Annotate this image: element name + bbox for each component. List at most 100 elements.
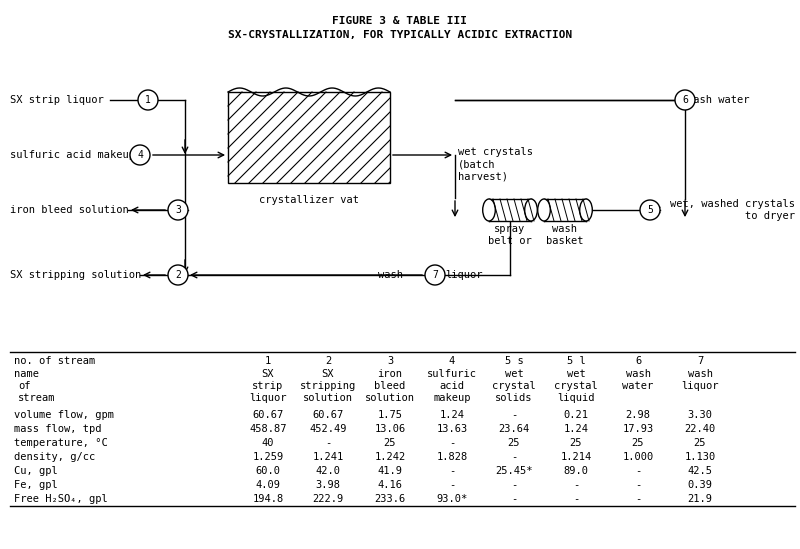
Text: solids: solids <box>495 393 533 403</box>
Text: 4.16: 4.16 <box>378 480 402 490</box>
Text: wash: wash <box>687 369 713 379</box>
Text: 3: 3 <box>387 356 393 366</box>
Text: wet: wet <box>566 369 586 379</box>
Text: 93.0*: 93.0* <box>436 494 468 504</box>
Circle shape <box>168 265 188 285</box>
Text: 458.87: 458.87 <box>250 424 286 434</box>
Text: -: - <box>573 494 579 504</box>
Circle shape <box>138 90 158 110</box>
Text: 25: 25 <box>384 438 396 448</box>
Text: 7: 7 <box>697 356 703 366</box>
Text: 25.45*: 25.45* <box>495 466 533 476</box>
Text: 60.0: 60.0 <box>255 466 281 476</box>
Text: SX strip liquor: SX strip liquor <box>10 95 104 105</box>
Text: 60.67: 60.67 <box>312 410 344 420</box>
Text: 5 l: 5 l <box>566 356 586 366</box>
Text: density, g/cc: density, g/cc <box>14 452 95 462</box>
Text: liquor: liquor <box>445 270 482 280</box>
Text: liquor: liquor <box>682 381 718 391</box>
Text: -: - <box>511 494 517 504</box>
Text: 89.0: 89.0 <box>563 466 589 476</box>
Text: iron: iron <box>378 369 402 379</box>
Text: -: - <box>635 494 641 504</box>
Text: crystal: crystal <box>492 381 536 391</box>
Text: 5 s: 5 s <box>505 356 523 366</box>
Text: 13.63: 13.63 <box>436 424 468 434</box>
Text: 23.64: 23.64 <box>498 424 530 434</box>
Text: -: - <box>635 480 641 490</box>
Text: spray
belt or: spray belt or <box>488 224 532 247</box>
Text: 40: 40 <box>262 438 274 448</box>
Text: -: - <box>511 410 517 420</box>
Text: 2: 2 <box>175 270 181 280</box>
Text: 21.9: 21.9 <box>687 494 713 504</box>
Ellipse shape <box>538 199 550 221</box>
Text: 4: 4 <box>449 356 455 366</box>
Ellipse shape <box>580 199 592 221</box>
Text: SX: SX <box>322 369 334 379</box>
Text: 194.8: 194.8 <box>252 494 284 504</box>
Text: wet, washed crystals
to dryer: wet, washed crystals to dryer <box>670 199 795 221</box>
Text: SX stripping solution: SX stripping solution <box>10 270 142 280</box>
Text: temperature, °C: temperature, °C <box>14 438 108 448</box>
Text: 1.24: 1.24 <box>563 424 589 434</box>
Bar <box>228 92 390 183</box>
Text: wet: wet <box>505 369 523 379</box>
Ellipse shape <box>525 199 538 221</box>
Text: stream: stream <box>18 393 55 403</box>
Text: 5: 5 <box>647 205 653 215</box>
Text: SX-CRYSTALLIZATION, FOR TYPICALLY ACIDIC EXTRACTION: SX-CRYSTALLIZATION, FOR TYPICALLY ACIDIC… <box>228 30 572 40</box>
Text: -: - <box>511 452 517 462</box>
Text: 17.93: 17.93 <box>622 424 654 434</box>
Text: 3: 3 <box>175 205 181 215</box>
Text: 1.242: 1.242 <box>374 452 406 462</box>
Circle shape <box>168 200 188 220</box>
Text: 4: 4 <box>137 150 143 160</box>
Text: iron bleed solution: iron bleed solution <box>10 205 129 215</box>
Text: 1.24: 1.24 <box>439 410 465 420</box>
Text: 1: 1 <box>265 356 271 366</box>
Text: strip: strip <box>252 381 284 391</box>
Text: 13.06: 13.06 <box>374 424 406 434</box>
Circle shape <box>425 265 445 285</box>
Text: 1.214: 1.214 <box>560 452 592 462</box>
Text: 25: 25 <box>508 438 520 448</box>
Text: wash: wash <box>378 270 402 280</box>
Text: 1.241: 1.241 <box>312 452 344 462</box>
Text: 452.49: 452.49 <box>310 424 346 434</box>
Text: 25: 25 <box>694 438 706 448</box>
Text: 7: 7 <box>432 270 438 280</box>
Text: 1.130: 1.130 <box>684 452 716 462</box>
Text: 6: 6 <box>635 356 641 366</box>
Text: -: - <box>325 438 331 448</box>
Text: liquor: liquor <box>250 393 286 403</box>
Text: Free H₂SO₄, gpl: Free H₂SO₄, gpl <box>14 494 108 504</box>
Text: 0.21: 0.21 <box>563 410 589 420</box>
Text: 3.98: 3.98 <box>315 480 341 490</box>
Text: 0.39: 0.39 <box>687 480 713 490</box>
Text: FIGURE 3 & TABLE III: FIGURE 3 & TABLE III <box>333 16 467 26</box>
Text: 1.259: 1.259 <box>252 452 284 462</box>
Circle shape <box>675 90 695 110</box>
Text: mass flow, tpd: mass flow, tpd <box>14 424 102 434</box>
Text: wash: wash <box>626 369 650 379</box>
Text: 42.0: 42.0 <box>315 466 341 476</box>
Text: 233.6: 233.6 <box>374 494 406 504</box>
Bar <box>489 199 531 221</box>
Text: acid: acid <box>439 381 465 391</box>
Text: 41.9: 41.9 <box>378 466 402 476</box>
Ellipse shape <box>482 199 495 221</box>
Text: 42.5: 42.5 <box>687 466 713 476</box>
Text: Cu, gpl: Cu, gpl <box>14 466 58 476</box>
Text: sulfuric acid makeup: sulfuric acid makeup <box>10 150 135 160</box>
Text: 3.30: 3.30 <box>687 410 713 420</box>
Text: 2: 2 <box>325 356 331 366</box>
Text: crystal: crystal <box>554 381 598 391</box>
Text: solution: solution <box>365 393 415 403</box>
Text: -: - <box>511 480 517 490</box>
Text: sulfuric: sulfuric <box>427 369 477 379</box>
Text: wash water: wash water <box>687 95 750 105</box>
Circle shape <box>640 200 660 220</box>
Circle shape <box>130 145 150 165</box>
Text: 222.9: 222.9 <box>312 494 344 504</box>
